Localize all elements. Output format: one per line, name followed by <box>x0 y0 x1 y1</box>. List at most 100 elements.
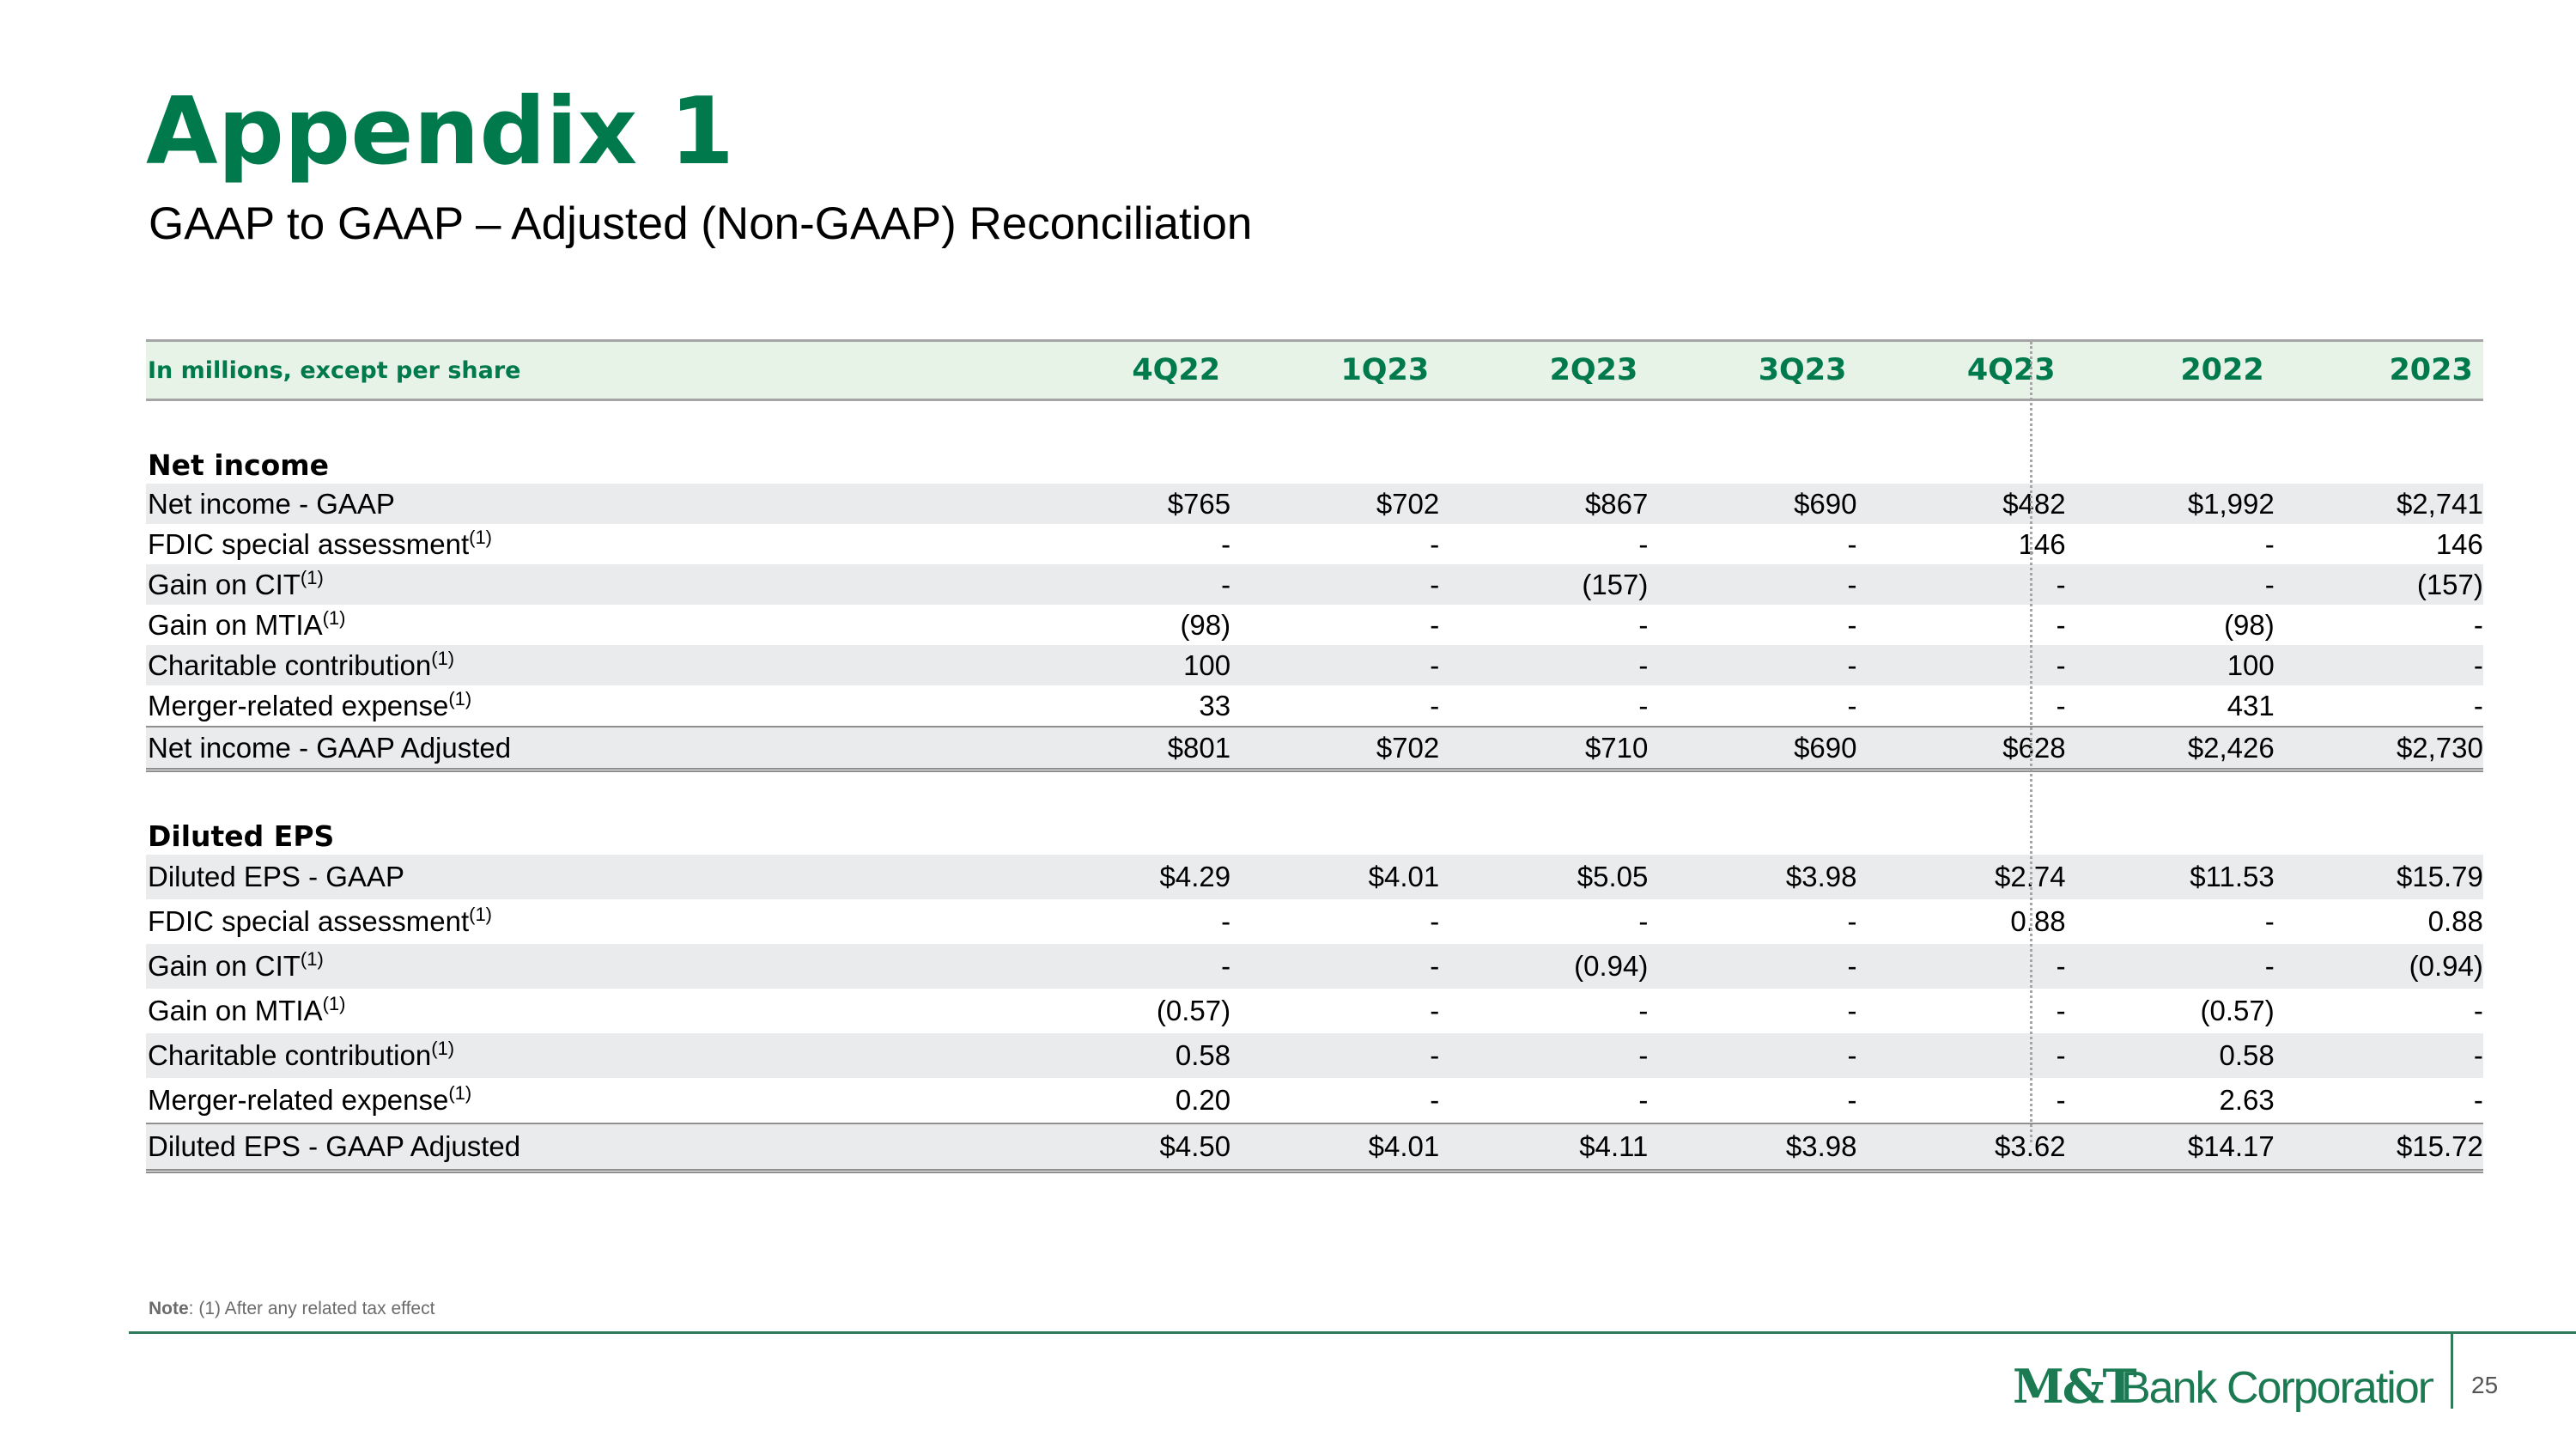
value-cell: - <box>1230 645 1440 685</box>
value-cell: - <box>1638 995 1649 1026</box>
row-label-text: Gain on CIT <box>148 568 301 600</box>
row-label-text: FDIC special assessment <box>148 905 470 937</box>
value-cell: $690 <box>1648 726 1857 772</box>
value-cell: 2.63 <box>2219 1084 2275 1116</box>
value-cell: $1,992 <box>2065 484 2275 524</box>
column-divider <box>2030 342 2032 1142</box>
page-subtitle: GAAP to GAAP – Adjusted (Non-GAAP) Recon… <box>149 198 1253 249</box>
value-cell: 0.58 <box>2065 1033 2275 1078</box>
value-cell: 100 <box>1022 645 1231 685</box>
value-cell: $4.11 <box>1439 1123 1649 1173</box>
units-label: In millions, except per share <box>146 339 1022 401</box>
value-cell: $2,426 <box>2065 726 2275 772</box>
adjusted-total-row: Net income - GAAP Adjusted $801 $702 $710 $6… <box>146 726 2483 772</box>
value-cell: $15.79 <box>2274 855 2483 899</box>
value-cell: $15.72 <box>2274 1123 2483 1173</box>
value-cell: (157) <box>1439 564 1649 605</box>
value-cell: - <box>1221 527 1231 560</box>
value-cell: - <box>1230 564 1440 605</box>
row-label: Charitable contribution(1) <box>146 645 1022 685</box>
row-label: Diluted EPS - GAAP Adjusted <box>146 1123 1022 1173</box>
footnote-marker: (1) <box>300 948 324 970</box>
value-cell: - <box>2056 995 2066 1026</box>
value-cell: - <box>2473 608 2483 641</box>
diluted-eps-section: Diluted EPS Diluted EPS - GAAP $4.29 $4.01 $… <box>146 770 2483 1173</box>
value-cell: - <box>1430 1084 1440 1116</box>
value-cell: - <box>1638 689 1649 721</box>
footnote-marker: (1) <box>322 606 346 629</box>
row-label: Merger-related expense(1) <box>146 685 1022 727</box>
table-row: Gain on CIT(1) - - (0.94) - - - (0.94) <box>146 944 2483 989</box>
row-label-text: Gain on MTIA <box>148 608 323 641</box>
table-row: Merger-related expense(1) 33 - - - - 431 - <box>146 685 2483 727</box>
row-label-text: Diluted EPS - GAAP Adjusted <box>148 1130 521 1162</box>
section-title: Diluted EPS <box>148 819 335 853</box>
svg-text:M&T: M&T <box>2013 1359 2137 1414</box>
value-cell: - <box>1221 905 1231 937</box>
footnote-text: : (1) After any related tax effect <box>188 1299 435 1318</box>
page-title: Appendix 1 <box>146 78 735 186</box>
value-cell: - <box>1439 645 1649 685</box>
value-cell: - <box>1648 645 1857 685</box>
footnote-marker: (1) <box>431 1038 455 1059</box>
column-header: 4Q23 <box>1856 339 2066 401</box>
row-label-text: Net income - GAAP <box>148 487 395 520</box>
column-header: 2023 <box>2274 339 2483 401</box>
value-cell: (157) <box>2274 564 2483 605</box>
value-cell: $702 <box>1230 726 1440 772</box>
value-cell: (0.57) <box>1156 995 1231 1026</box>
value-cell: - <box>1847 905 1857 937</box>
row-label-text: Gain on MTIA <box>148 995 323 1026</box>
row-label-text: Gain on CIT <box>148 950 301 982</box>
value-cell: - <box>1638 608 1649 641</box>
table-row: Merger-related expense(1) 0.20 - - - - 2.63 - <box>146 1078 2483 1123</box>
row-label: Net income - GAAP Adjusted <box>146 726 1022 772</box>
column-header: 1Q23 <box>1230 339 1440 401</box>
footnote-label: Note <box>149 1299 189 1318</box>
value-cell: - <box>1856 564 2066 605</box>
value-cell: (0.94) <box>1439 944 1649 989</box>
column-header: 4Q22 <box>1022 339 1231 401</box>
value-cell: 146 <box>2018 527 2066 560</box>
value-cell: - <box>2274 1033 2483 1078</box>
table-row: Gain on MTIA(1) (98) - - - - (98) - <box>146 605 2483 645</box>
value-cell: - <box>1439 1033 1649 1078</box>
reconciliation-table: In millions, except per share 4Q22 1Q23 … <box>146 339 2483 1173</box>
value-cell: 0.88 <box>2427 905 2483 937</box>
value-cell: $765 <box>1022 484 1231 524</box>
row-label: Gain on MTIA(1) <box>146 605 1022 645</box>
value-cell: 431 <box>2227 689 2275 721</box>
row-label-text: Diluted EPS - GAAP <box>148 861 404 892</box>
value-cell: $4.01 <box>1230 855 1440 899</box>
value-cell: - <box>2056 1084 2066 1116</box>
value-cell: (0.94) <box>2274 944 2483 989</box>
section-title: Net income <box>148 448 330 482</box>
value-cell: $628 <box>1856 726 2066 772</box>
value-cell: 0.88 <box>2010 905 2066 937</box>
row-label-text: Charitable contribution <box>148 648 432 681</box>
value-cell: - <box>2274 645 2483 685</box>
value-cell: (0.57) <box>2200 995 2275 1026</box>
row-label-text: Merger-related expense <box>148 1084 449 1116</box>
adjusted-total-row: Diluted EPS - GAAP Adjusted $4.50 $4.01 $4.… <box>146 1123 2483 1173</box>
row-label-text: Net income - GAAP Adjusted <box>148 731 512 764</box>
value-cell: $3.98 <box>1648 855 1857 899</box>
value-cell: - <box>1847 608 1857 641</box>
value-cell: $2.74 <box>1856 855 2066 899</box>
footnote: Note: (1) After any related tax effect <box>149 1299 434 1319</box>
row-label: Gain on CIT(1) <box>146 944 1022 989</box>
table-row: FDIC special assessment(1) - - - - 0.88 - 0.88 <box>146 899 2483 944</box>
row-label: Charitable contribution(1) <box>146 1033 1022 1078</box>
section-header-row: Net income <box>146 435 2483 484</box>
value-cell: 0.20 <box>1175 1084 1231 1116</box>
value-cell: $710 <box>1439 726 1649 772</box>
value-cell: $14.17 <box>2065 1123 2275 1173</box>
value-cell: - <box>1430 905 1440 937</box>
value-cell: $801 <box>1022 726 1231 772</box>
value-cell: - <box>1847 1084 1857 1116</box>
value-cell: - <box>1648 564 1857 605</box>
value-cell: $482 <box>1856 484 2066 524</box>
value-cell: - <box>2264 905 2275 937</box>
value-cell: - <box>1638 527 1649 560</box>
table-row: FDIC special assessment(1) - - - - 146 - 146 <box>146 524 2483 564</box>
